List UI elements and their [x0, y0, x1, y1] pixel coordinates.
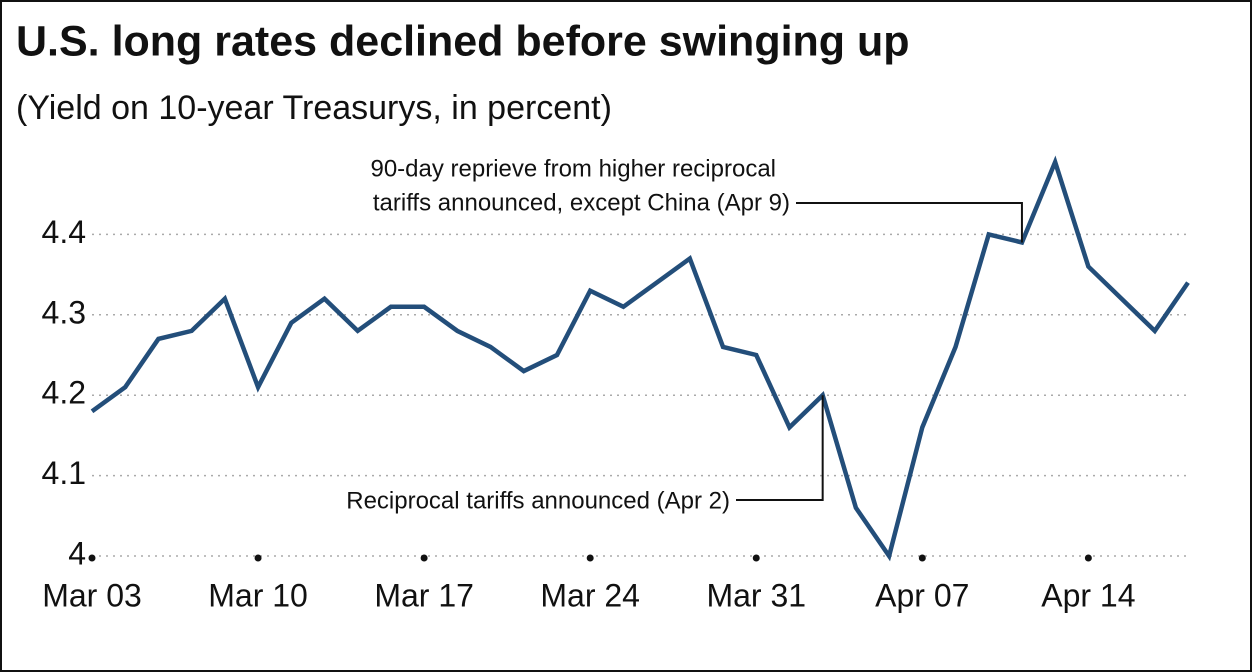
x-tick-label: Mar 03 [42, 577, 142, 613]
y-tick-label: 4.3 [42, 294, 86, 330]
y-tick-label: 4.4 [42, 214, 86, 250]
x-tick-label: Apr 07 [875, 577, 969, 613]
x-tick-label: Mar 10 [208, 577, 308, 613]
x-tick-dot [88, 554, 96, 562]
chart-subtitle: (Yield on 10-year Treasurys, in percent) [16, 89, 612, 127]
annotation: Reciprocal tariffs announced (Apr 2) [346, 487, 730, 514]
x-tick-dot [918, 554, 926, 562]
x-tick-dot [420, 554, 428, 562]
leader-line [796, 202, 1023, 243]
leader-line [736, 395, 824, 501]
x-tick-label: Mar 17 [374, 577, 474, 613]
x-tick-dot [254, 554, 262, 562]
x-tick-label: Mar 24 [540, 577, 640, 613]
x-tick-dot [1084, 554, 1092, 562]
annotation: tariffs announced, except China (Apr 9) [373, 189, 790, 216]
x-tick-label: Mar 31 [706, 577, 806, 613]
x-tick-label: Apr 14 [1041, 577, 1135, 613]
y-tick-label: 4.2 [42, 375, 86, 411]
y-tick-label: 4 [68, 535, 86, 571]
x-tick-dot [752, 554, 760, 562]
data-line [90, 155, 1190, 562]
chart-title: U.S. long rates declined before swinging… [16, 17, 910, 65]
x-tick-dot [586, 554, 594, 562]
annotation: 90-day reprieve from higher reciprocal [370, 155, 776, 182]
y-tick-label: 4.1 [42, 455, 86, 491]
